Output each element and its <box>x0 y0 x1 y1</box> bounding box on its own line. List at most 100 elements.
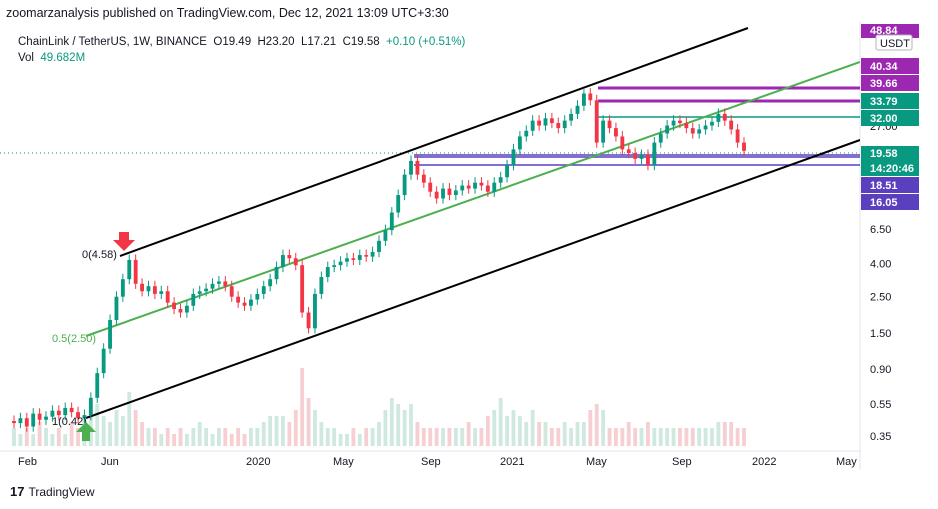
candle-body <box>421 174 426 183</box>
price-tag-label: 16.05 <box>870 197 898 209</box>
candlesticks <box>12 88 746 432</box>
volume-bar <box>114 410 119 446</box>
candle-body <box>415 160 420 175</box>
arrow-up-icon <box>76 422 96 441</box>
candle-body <box>517 136 522 150</box>
volume-bar <box>357 434 362 446</box>
time-tick-label: Sep <box>421 456 441 468</box>
candle-body <box>658 133 663 143</box>
candle-body <box>24 418 29 427</box>
volume-bar <box>370 428 375 446</box>
time-tick-label: Sep <box>672 456 692 468</box>
volume-bar <box>678 428 682 446</box>
volume-bar <box>229 434 234 446</box>
volume-bar <box>665 428 670 446</box>
volume-bar <box>575 422 580 446</box>
volume-bar <box>345 434 349 446</box>
price-tags: 48.84 40.34 39.66 33.79 32.00 19.58 14:20:46 18… <box>861 24 919 210</box>
candle-body <box>63 407 68 416</box>
volume-bar <box>159 434 164 446</box>
volume-bar <box>466 422 471 446</box>
candle-body <box>722 113 727 121</box>
volume-bar <box>729 422 734 446</box>
trend-channel[interactable] <box>85 27 860 419</box>
volume-bar <box>614 428 618 446</box>
volume-bar <box>325 428 330 446</box>
fib-label-05: 0.5(2.50) <box>52 333 96 345</box>
volume-bar <box>165 428 170 446</box>
time-axis[interactable]: Feb Jun 2020 May Sep 2021 May Sep 2022 May <box>18 456 857 468</box>
candle-body <box>191 293 196 306</box>
price-tag-label: 48.84 <box>870 25 898 37</box>
candle-body <box>152 286 157 294</box>
volume-bar <box>742 428 746 446</box>
candle-body <box>281 255 285 268</box>
candle-body <box>120 279 125 297</box>
volume-bar <box>421 428 426 446</box>
volume-bar <box>588 410 593 446</box>
open-value: O19.49 <box>213 36 252 48</box>
candle-body <box>639 154 644 159</box>
candle-body <box>287 255 292 259</box>
time-tick-label: May <box>586 456 607 468</box>
volume-legend: Vol 49.682M <box>18 52 85 64</box>
volume-bar <box>50 434 55 446</box>
volume-bar <box>313 410 317 446</box>
volume-bar <box>524 422 529 446</box>
arrow-down-icon <box>113 232 135 251</box>
currency-badge: USDT <box>880 38 910 50</box>
candle-body <box>159 291 164 294</box>
time-tick-label: Feb <box>18 456 37 468</box>
candle-body <box>581 93 586 106</box>
candle-body <box>69 407 74 413</box>
candle-body <box>742 142 746 151</box>
low-value: L17.21 <box>300 36 337 48</box>
price-tag-label: 39.66 <box>870 78 898 90</box>
candle-body <box>313 293 317 329</box>
volume-bar <box>56 428 61 446</box>
volume-bar <box>697 428 702 446</box>
volume-bar <box>658 428 663 446</box>
currency-badge-box <box>875 34 913 51</box>
volume-bar <box>652 428 657 446</box>
volume-bar <box>402 410 407 446</box>
high-value: H23.20 <box>257 36 295 48</box>
candle-body <box>473 182 477 189</box>
price-tick-label: 6.50 <box>870 224 891 236</box>
candle-body <box>537 120 542 126</box>
candle-body <box>338 261 343 266</box>
volume-bar <box>684 428 689 446</box>
time-tick-label: 2021 <box>500 456 524 468</box>
volume-label: Vol <box>18 52 34 64</box>
volume-bar <box>473 428 477 446</box>
volume-bar <box>12 428 16 446</box>
volume-bar <box>210 434 215 446</box>
channel-lower-line <box>85 139 860 419</box>
volume-bar <box>287 422 292 446</box>
candle-body <box>108 319 112 349</box>
candle-body <box>306 312 311 329</box>
volume-bar <box>601 410 606 446</box>
candle-body <box>88 397 93 416</box>
close-value: C19.58 <box>342 36 380 48</box>
candle-body <box>242 302 247 306</box>
volume-bar <box>396 404 401 446</box>
symbol-name[interactable]: ChainLink / TetherUS, 1W, BINANCE <box>18 36 207 48</box>
tradingview-footer[interactable]: 17 TradingView <box>10 484 95 499</box>
candle-body <box>357 255 362 260</box>
volume-bar <box>710 428 714 446</box>
volume-bars <box>12 368 746 446</box>
volume-value: 49.682M <box>40 52 86 64</box>
fib-label-0: 0(4.58) <box>82 249 117 261</box>
channel-upper-line <box>119 27 749 257</box>
candle-body <box>101 348 106 374</box>
volume-bar <box>581 422 586 446</box>
volume-bar <box>63 434 68 446</box>
price-tag-label: 19.58 <box>870 148 898 160</box>
volume-bar <box>671 428 676 446</box>
volume-bar <box>338 434 343 446</box>
candle-body <box>325 267 330 278</box>
volume-bar <box>377 422 381 446</box>
candle-body <box>492 182 497 192</box>
